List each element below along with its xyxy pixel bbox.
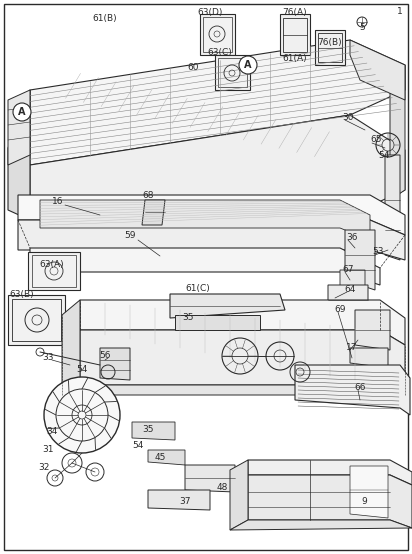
Text: 54: 54 bbox=[378, 151, 390, 161]
Circle shape bbox=[13, 103, 31, 121]
Circle shape bbox=[44, 377, 120, 453]
Text: 34: 34 bbox=[46, 428, 58, 437]
Text: 54: 54 bbox=[132, 442, 144, 450]
Polygon shape bbox=[248, 475, 412, 528]
Text: 65: 65 bbox=[370, 136, 382, 145]
Polygon shape bbox=[200, 14, 235, 55]
Polygon shape bbox=[80, 300, 405, 345]
Polygon shape bbox=[215, 55, 250, 90]
Polygon shape bbox=[170, 294, 285, 318]
Polygon shape bbox=[280, 14, 310, 55]
Polygon shape bbox=[315, 30, 345, 65]
Text: 48: 48 bbox=[216, 484, 228, 493]
Polygon shape bbox=[345, 230, 375, 290]
Polygon shape bbox=[230, 460, 248, 530]
Text: 53: 53 bbox=[372, 248, 384, 257]
Text: 64: 64 bbox=[344, 285, 356, 295]
Text: 37: 37 bbox=[179, 497, 191, 506]
Polygon shape bbox=[30, 248, 380, 285]
Polygon shape bbox=[390, 65, 405, 200]
Text: 68: 68 bbox=[142, 192, 154, 201]
Text: 30: 30 bbox=[342, 114, 354, 122]
Text: 33: 33 bbox=[42, 353, 54, 362]
Text: A: A bbox=[244, 60, 252, 70]
Polygon shape bbox=[185, 465, 235, 492]
Polygon shape bbox=[340, 270, 365, 295]
Polygon shape bbox=[350, 40, 405, 100]
Polygon shape bbox=[62, 385, 405, 395]
Text: 66: 66 bbox=[354, 383, 366, 392]
Text: 59: 59 bbox=[124, 232, 136, 240]
Polygon shape bbox=[248, 460, 412, 485]
Polygon shape bbox=[18, 220, 405, 260]
Text: 63(A): 63(A) bbox=[40, 260, 64, 269]
Text: 63(C): 63(C) bbox=[208, 48, 232, 57]
Text: 36: 36 bbox=[346, 233, 358, 243]
Polygon shape bbox=[230, 520, 412, 530]
Text: 16: 16 bbox=[52, 197, 64, 207]
Polygon shape bbox=[148, 450, 185, 465]
Text: 61(A): 61(A) bbox=[283, 54, 307, 63]
Polygon shape bbox=[175, 315, 260, 330]
Polygon shape bbox=[30, 40, 405, 165]
Polygon shape bbox=[142, 200, 165, 225]
Polygon shape bbox=[18, 195, 405, 235]
Polygon shape bbox=[350, 348, 388, 368]
Polygon shape bbox=[385, 155, 400, 260]
Text: 5: 5 bbox=[359, 23, 365, 33]
Text: 17: 17 bbox=[346, 343, 358, 352]
Text: 69: 69 bbox=[334, 305, 346, 315]
Polygon shape bbox=[8, 90, 30, 220]
Text: 35: 35 bbox=[142, 425, 154, 434]
Text: 67: 67 bbox=[342, 265, 354, 274]
Polygon shape bbox=[80, 330, 405, 395]
Polygon shape bbox=[295, 365, 410, 415]
Polygon shape bbox=[30, 115, 405, 220]
Polygon shape bbox=[40, 200, 370, 240]
Text: 32: 32 bbox=[38, 464, 50, 473]
Polygon shape bbox=[8, 295, 65, 345]
Text: 35: 35 bbox=[182, 314, 194, 322]
Polygon shape bbox=[148, 490, 210, 510]
Polygon shape bbox=[328, 285, 368, 320]
Text: 9: 9 bbox=[361, 497, 367, 506]
Text: A: A bbox=[18, 107, 26, 117]
Text: 56: 56 bbox=[99, 351, 111, 361]
Text: 76(B): 76(B) bbox=[318, 38, 342, 47]
Polygon shape bbox=[62, 300, 80, 395]
Polygon shape bbox=[350, 466, 388, 518]
Text: 60: 60 bbox=[187, 64, 199, 73]
Text: 61(B): 61(B) bbox=[93, 13, 117, 23]
Polygon shape bbox=[28, 252, 80, 290]
Text: 1: 1 bbox=[397, 8, 403, 17]
Text: 54: 54 bbox=[76, 366, 88, 375]
Polygon shape bbox=[8, 90, 30, 165]
Text: 76(A): 76(A) bbox=[283, 8, 307, 17]
Polygon shape bbox=[100, 348, 130, 380]
Text: 63(D): 63(D) bbox=[197, 8, 223, 17]
Text: 63(B): 63(B) bbox=[10, 290, 34, 300]
Polygon shape bbox=[355, 310, 390, 350]
Text: 61(C): 61(C) bbox=[186, 284, 211, 293]
Text: 45: 45 bbox=[154, 454, 166, 463]
Text: 31: 31 bbox=[42, 445, 54, 454]
Polygon shape bbox=[132, 422, 175, 440]
Circle shape bbox=[239, 56, 257, 74]
